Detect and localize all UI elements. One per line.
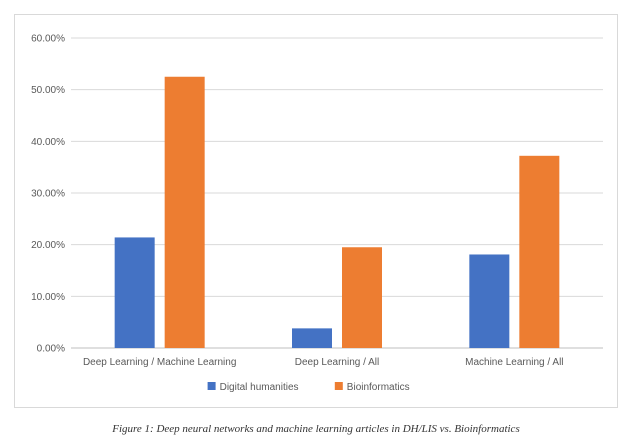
y-tick-label: 20.00% bbox=[31, 240, 65, 251]
y-tick-label: 60.00% bbox=[31, 34, 65, 45]
bar-digital-humanities bbox=[469, 254, 510, 348]
x-category-label: Machine Learning / All bbox=[465, 357, 563, 368]
bar-bioinformatics bbox=[519, 155, 560, 348]
bar-digital-humanities bbox=[292, 328, 332, 348]
y-tick-label: 50.00% bbox=[31, 85, 65, 96]
chart-area: 0.00% 10.00% 20.00% 30.00% 40.00% 50.00% 60.00… bbox=[14, 14, 618, 408]
bar-digital-humanities bbox=[114, 237, 155, 348]
bar-chart: 0.00% 10.00% 20.00% 30.00% 40.00% 50.00% 60.00… bbox=[31, 34, 603, 393]
figure-caption: Figure 1: Deep neural networks and machi… bbox=[112, 423, 520, 435]
x-category-label: Deep Learning / Machine Learning bbox=[83, 357, 236, 368]
y-tick-label: 0.00% bbox=[37, 344, 65, 355]
bar-bioinformatics bbox=[164, 76, 205, 348]
y-tick-label: 30.00% bbox=[31, 189, 65, 200]
legend-label: Bioinformatics bbox=[347, 382, 410, 393]
legend-swatch bbox=[334, 382, 343, 390]
legend-label: Digital humanities bbox=[220, 382, 299, 393]
y-tick-label: 40.00% bbox=[31, 137, 65, 148]
x-category-label: Deep Learning / All bbox=[295, 357, 380, 368]
bar-bioinformatics bbox=[342, 247, 382, 348]
y-tick-label: 10.00% bbox=[31, 292, 65, 303]
legend-swatch bbox=[207, 382, 216, 390]
